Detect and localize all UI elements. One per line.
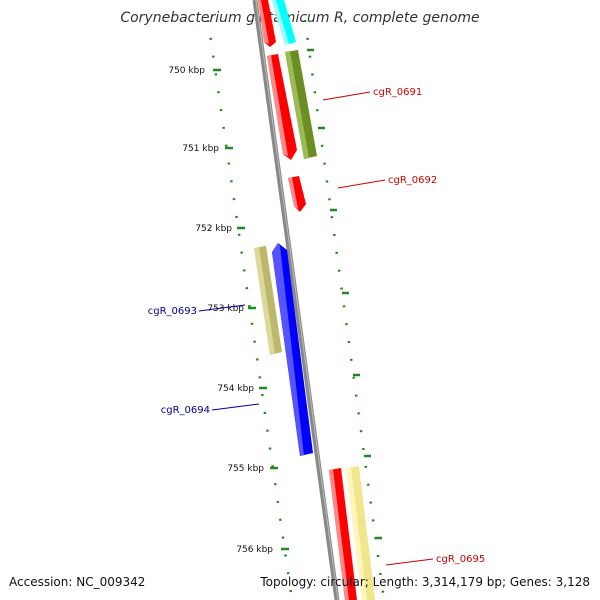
gene-label-cgR_0693[interactable]: cgR_0693 xyxy=(148,306,197,317)
tick-labels: 750 kbp 751 kbp 752 kbp 753 kbp 754 kbp … xyxy=(168,66,273,555)
connector-cgR_0695 xyxy=(385,558,434,566)
feature-cgR_0695[interactable] xyxy=(346,466,375,600)
tick-label-750: 750 kbp xyxy=(168,66,205,76)
kbp-ticks xyxy=(213,48,382,551)
connector-cgR_0694 xyxy=(211,403,260,411)
feature-cgR_0693[interactable] xyxy=(254,246,282,355)
feature-cgR_0691-olive[interactable] xyxy=(285,50,317,159)
genome-backbone xyxy=(252,0,340,600)
gene-label-cgR_0691[interactable]: cgR_0691 xyxy=(373,87,422,98)
feature-bottom-red[interactable] xyxy=(329,468,357,600)
gene-labels: cgR_0691 cgR_0692 cgR_0693 cgR_0694 cgR_… xyxy=(148,87,486,565)
genome-summary-text: Topology: circular; Length: 3,314,179 bp… xyxy=(260,575,590,589)
right-dotted-track xyxy=(303,19,386,600)
gene-connectors xyxy=(198,91,434,566)
tick-label-751: 751 kbp xyxy=(182,144,219,154)
tick-label-752: 752 kbp xyxy=(195,224,232,234)
gene-label-cgR_0694[interactable]: cgR_0694 xyxy=(161,405,210,416)
tick-label-756: 756 kbp xyxy=(236,545,273,555)
accession-text: Accession: NC_009342 xyxy=(9,575,146,589)
connector-cgR_0692 xyxy=(337,179,386,189)
tick-label-753: 753 kbp xyxy=(207,304,244,314)
feature-cgR_0691-red[interactable] xyxy=(267,54,297,160)
feature-cgR_0694[interactable] xyxy=(272,243,313,456)
connector-cgR_0693 xyxy=(198,304,246,312)
gene-label-cgR_0692[interactable]: cgR_0692 xyxy=(388,175,437,186)
feature-cgR_0692[interactable] xyxy=(288,176,306,212)
tick-label-755: 755 kbp xyxy=(227,464,264,474)
tick-label-754: 754 kbp xyxy=(217,384,254,394)
feature-top-red[interactable] xyxy=(258,0,276,47)
connector-cgR_0691 xyxy=(322,91,371,101)
diagram-title: Corynebacterium glutamicum R, complete g… xyxy=(120,10,480,26)
feature-top-cyan[interactable] xyxy=(272,0,296,45)
gene-label-cgR_0695[interactable]: cgR_0695 xyxy=(436,554,485,565)
